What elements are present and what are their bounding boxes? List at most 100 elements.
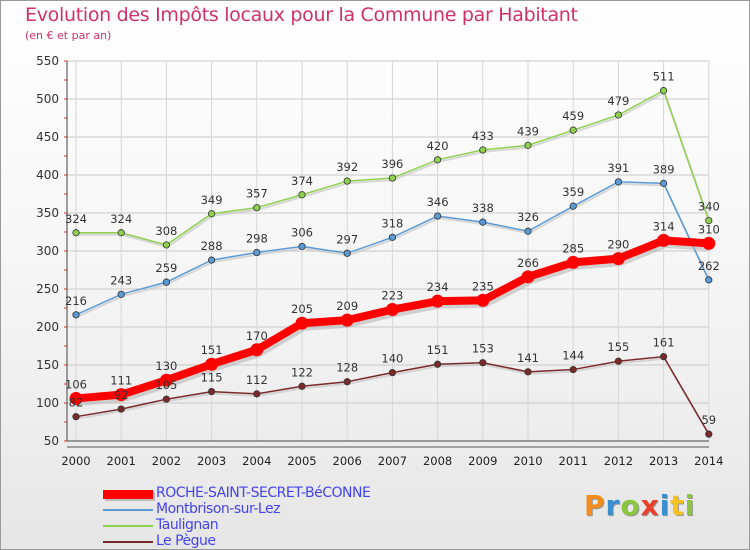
- data-point: [433, 212, 442, 220]
- data-point: [114, 388, 128, 402]
- data-point: [340, 313, 354, 327]
- series-montbrison-sur-lez: [72, 178, 713, 319]
- data-label: 170: [246, 329, 268, 343]
- y-tick-label: 100: [36, 396, 59, 410]
- data-label: 324: [110, 212, 132, 226]
- data-label: 297: [336, 232, 358, 246]
- x-tick-label: 2014: [694, 454, 723, 468]
- data-point: [162, 241, 170, 249]
- data-label: 92: [114, 388, 129, 402]
- data-point: [433, 156, 442, 164]
- y-tick-label: 150: [36, 358, 59, 372]
- data-label: 396: [381, 157, 403, 171]
- data-label: 318: [381, 216, 403, 230]
- data-point: [343, 249, 351, 257]
- data-label: 459: [562, 109, 584, 123]
- x-tick-label: 2008: [423, 454, 452, 468]
- data-point: [569, 202, 577, 210]
- data-point: [159, 373, 173, 387]
- y-tick-label: 550: [36, 54, 59, 68]
- data-point: [117, 290, 125, 298]
- data-point: [295, 316, 309, 330]
- y-tick-label: 350: [36, 206, 59, 220]
- data-label: 140: [381, 352, 403, 366]
- data-label: 155: [607, 340, 629, 354]
- data-label: 144: [562, 349, 584, 363]
- y-tick-label: 50: [44, 434, 59, 448]
- y-tick-label: 250: [36, 282, 59, 296]
- data-point: [479, 218, 487, 226]
- data-point: [298, 242, 306, 251]
- data-point: [566, 255, 580, 269]
- series-taulignan: [72, 87, 713, 249]
- data-label: 479: [607, 94, 629, 108]
- data-point: [659, 87, 668, 95]
- data-label: 122: [291, 365, 313, 379]
- data-label: 420: [427, 139, 449, 153]
- data-point: [431, 294, 445, 308]
- logo-letter: o: [620, 489, 641, 522]
- data-point: [388, 233, 396, 241]
- data-label: 216: [65, 294, 87, 308]
- legend-swatch: [103, 525, 153, 527]
- data-point: [521, 270, 535, 284]
- data-label: 392: [336, 160, 358, 174]
- y-tick-label: 300: [36, 244, 59, 258]
- chart-title: Evolution des Impôts locaux pour la Comm…: [25, 4, 578, 26]
- data-point: [702, 236, 716, 250]
- data-label: 266: [517, 256, 539, 270]
- data-point: [479, 359, 487, 367]
- data-point: [479, 146, 487, 154]
- series-layer: [69, 87, 716, 438]
- data-point: [117, 229, 125, 237]
- data-point: [162, 395, 170, 403]
- data-point: [569, 126, 577, 134]
- data-point: [72, 229, 80, 237]
- series-le-p-gue: [72, 353, 713, 438]
- logo-letter: r: [605, 489, 621, 522]
- data-label: 106: [65, 377, 87, 391]
- data-point: [343, 177, 351, 185]
- data-label: 359: [562, 185, 584, 199]
- x-tick-label: 2009: [468, 454, 497, 468]
- y-tick-label: 500: [36, 92, 59, 106]
- data-point: [659, 353, 668, 361]
- data-label: 151: [427, 343, 449, 357]
- data-point: [343, 378, 351, 386]
- legend-swatch: [103, 541, 153, 543]
- y-tick-label: 450: [36, 130, 59, 144]
- data-point: [614, 111, 623, 119]
- x-tick-label: 2013: [649, 454, 678, 468]
- x-tick-label: 2006: [333, 454, 362, 468]
- data-point: [208, 210, 216, 218]
- data-label: 288: [201, 239, 223, 253]
- data-label: 59: [701, 413, 716, 427]
- data-label: 310: [698, 222, 720, 236]
- data-label: 234: [427, 280, 449, 294]
- data-label: 285: [562, 241, 584, 255]
- data-point: [524, 141, 532, 149]
- data-label: 262: [698, 259, 720, 273]
- chart-subtitle: (en € et par an): [25, 29, 112, 42]
- x-tick-label: 2000: [61, 454, 90, 468]
- data-label: 374: [291, 174, 313, 188]
- data-point: [705, 276, 713, 284]
- data-point: [298, 191, 306, 199]
- data-point: [705, 430, 713, 438]
- axes: 50 100 150 200 250 300 350 400 450 500 550 2000 2001…: [36, 54, 723, 468]
- data-label: 357: [246, 187, 268, 201]
- data-label: 306: [291, 225, 313, 239]
- data-point: [388, 174, 396, 182]
- data-label: 105: [155, 378, 177, 392]
- data-point: [162, 278, 170, 286]
- data-point: [253, 248, 261, 257]
- data-label: 161: [653, 336, 675, 350]
- legend-label: Le Pègue: [156, 533, 216, 549]
- data-label: 235: [472, 279, 494, 293]
- data-label: 115: [201, 371, 223, 385]
- data-point: [253, 390, 261, 398]
- series-roche-saint-secret-b-conne: [69, 233, 716, 406]
- data-label: 511: [653, 70, 675, 84]
- x-tick-label: 2010: [513, 454, 542, 468]
